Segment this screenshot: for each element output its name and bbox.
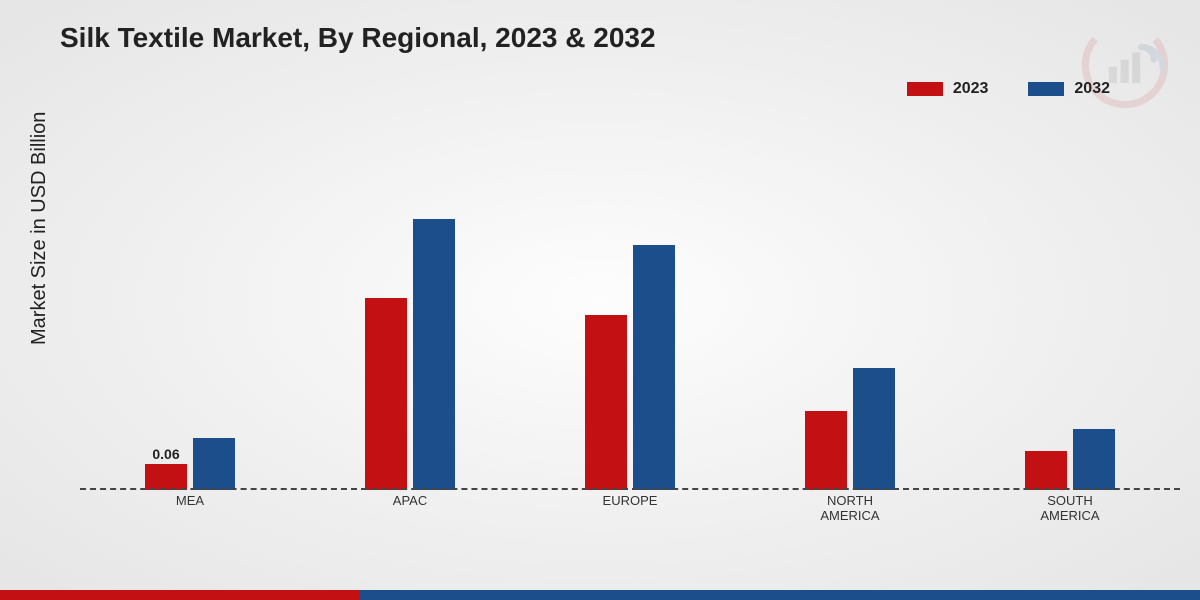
legend-item-2032: 2032	[1028, 80, 1110, 98]
footer-stripe-red	[0, 590, 360, 600]
bar-2023	[365, 298, 407, 491]
bar-value-label: 0.06	[152, 446, 179, 462]
x-axis-labels: MEAAPACEUROPENORTHAMERICASOUTHAMERICA	[80, 490, 1180, 520]
x-axis-category-label: EUROPE	[520, 490, 740, 520]
legend: 2023 2032	[907, 80, 1110, 98]
plot-area: 0.06 MEAAPACEUROPENORTHAMERICASOUTHAMERI…	[80, 140, 1180, 520]
bar-2032	[413, 219, 455, 490]
x-axis-category-label: MEA	[80, 490, 300, 520]
bar-group	[300, 140, 520, 490]
bar-group: 0.06	[80, 140, 300, 490]
x-axis-category-label: SOUTHAMERICA	[960, 490, 1180, 520]
x-axis-category-label: NORTHAMERICA	[740, 490, 960, 520]
legend-item-2023: 2023	[907, 80, 989, 98]
bar-2023	[805, 411, 847, 490]
bar-2032	[1073, 429, 1115, 490]
bar-2032	[853, 368, 895, 491]
chart-canvas: Silk Textile Market, By Regional, 2023 &…	[0, 0, 1200, 600]
bar-2032	[633, 245, 675, 490]
legend-label-2032: 2032	[1074, 80, 1110, 98]
footer-stripe	[0, 590, 1200, 600]
legend-label-2023: 2023	[953, 80, 989, 98]
bar-2023	[145, 464, 187, 490]
bar-group	[520, 140, 740, 490]
bar-groups: 0.06	[80, 140, 1180, 490]
x-axis-category-label: APAC	[300, 490, 520, 520]
footer-stripe-blue	[360, 590, 1200, 600]
bar-2032	[193, 438, 235, 491]
bar-2023	[585, 315, 627, 490]
legend-swatch-2023	[907, 82, 943, 96]
bar-2023	[1025, 451, 1067, 490]
legend-swatch-2032	[1028, 82, 1064, 96]
y-axis: Market Size in USD Billion	[0, 0, 50, 600]
bar-group	[740, 140, 960, 490]
y-axis-label: Market Size in USD Billion	[28, 112, 51, 345]
bar-group	[960, 140, 1180, 490]
chart-title: Silk Textile Market, By Regional, 2023 &…	[60, 22, 656, 54]
